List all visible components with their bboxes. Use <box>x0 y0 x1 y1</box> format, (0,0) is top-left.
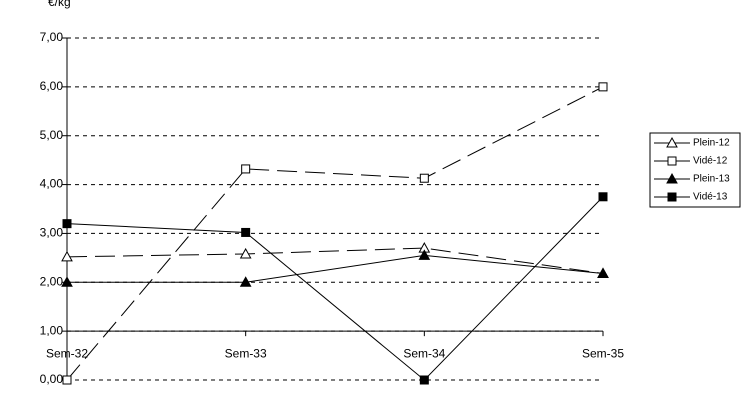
marker <box>61 250 73 262</box>
series-line <box>66 196 604 381</box>
marker <box>419 375 429 385</box>
marker <box>62 219 72 229</box>
marker <box>598 192 608 202</box>
y-tick-label: 4,00 <box>40 177 64 191</box>
y-tick-label: 1,00 <box>40 323 64 337</box>
marker <box>241 227 251 237</box>
x-tick-label: Sem-33 <box>225 346 267 360</box>
marker <box>239 276 252 287</box>
y-tick-label: 2,00 <box>40 274 64 288</box>
y-tick-label: 5,00 <box>40 128 64 142</box>
legend-marker <box>667 156 677 166</box>
marker <box>597 267 609 278</box>
legend-marker <box>667 192 677 202</box>
legend-marker <box>666 172 678 184</box>
legend-label: Vidé-12 <box>693 156 728 167</box>
marker <box>418 249 431 260</box>
legend-marker <box>666 136 678 148</box>
series-line <box>67 254 604 283</box>
marker <box>598 82 608 92</box>
y-tick-label: 0,00 <box>40 372 64 386</box>
x-tick-label: Sem-34 <box>403 346 445 360</box>
marker <box>62 375 72 385</box>
y-tick-label: 6,00 <box>40 79 64 93</box>
series-line <box>66 86 604 381</box>
marker <box>239 247 252 259</box>
legend-label: Plein-13 <box>693 174 730 185</box>
y-tick-label: 7,00 <box>40 30 64 44</box>
y-axis-label: €/kg <box>48 0 71 9</box>
legend-box <box>649 132 741 208</box>
legend-label: Vidé-13 <box>693 192 728 203</box>
marker <box>241 164 251 174</box>
series-line <box>66 247 604 274</box>
y-tick-label: 3,00 <box>40 226 64 240</box>
x-tick-label: Sem-32 <box>46 346 88 360</box>
legend: Plein-12 Vidé-12 Plein-13 Vidé-13 <box>649 132 741 208</box>
marker <box>419 173 429 183</box>
x-tick-label: Sem-35 <box>582 346 624 360</box>
legend-label: Plein-12 <box>693 138 730 149</box>
marker <box>61 276 73 287</box>
